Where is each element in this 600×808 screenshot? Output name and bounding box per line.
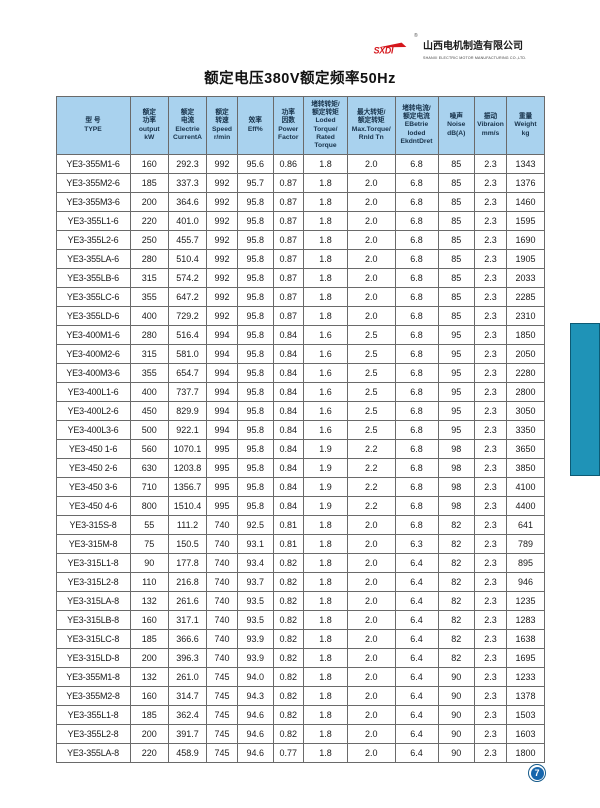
svg-text:SXDI: SXDI [374, 46, 394, 54]
